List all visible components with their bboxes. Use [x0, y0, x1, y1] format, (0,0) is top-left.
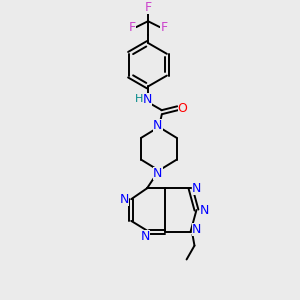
Text: O: O: [178, 102, 188, 115]
Text: N: N: [153, 167, 163, 180]
Text: F: F: [129, 21, 136, 34]
Text: N: N: [142, 93, 152, 106]
Text: F: F: [145, 1, 152, 14]
Text: H: H: [135, 94, 143, 104]
Text: N: N: [200, 203, 209, 217]
Text: N: N: [120, 193, 129, 206]
Text: N: N: [192, 182, 201, 195]
Text: N: N: [153, 118, 163, 131]
Text: N: N: [140, 230, 150, 243]
Text: F: F: [160, 21, 167, 34]
Text: N: N: [192, 223, 201, 236]
